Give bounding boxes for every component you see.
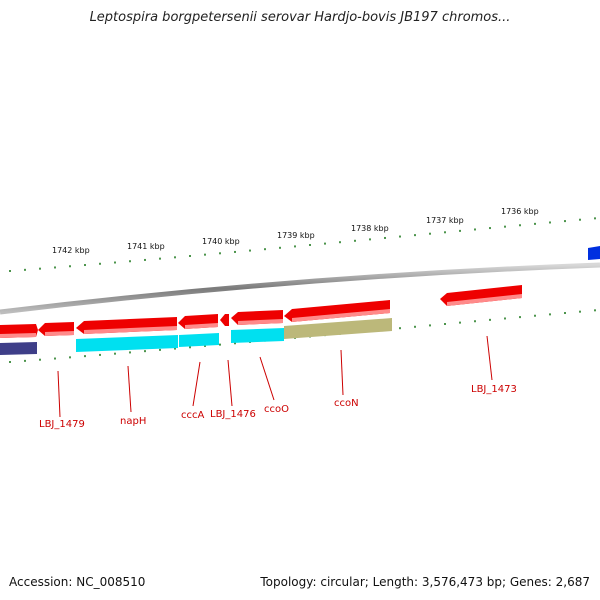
reverse-strand-genes	[0, 285, 522, 338]
kbp-labels: 1742 kbp 1741 kbp 1740 kbp 1739 kbp 1738…	[52, 207, 539, 255]
kbp-label: 1736 kbp	[501, 207, 539, 216]
accession-text: Accession: NC_008510	[9, 575, 146, 589]
kbp-label: 1741 kbp	[127, 242, 165, 251]
gene-box-cyan[interactable]	[231, 328, 284, 343]
gene-label-lbj-1479[interactable]: LBJ_1479	[39, 419, 85, 430]
kbp-label: 1739 kbp	[277, 231, 315, 240]
gene-label-ccon[interactable]: ccoN	[334, 398, 359, 409]
gene-arrow-red[interactable]	[220, 314, 229, 326]
gene-label-naph[interactable]: napH	[120, 416, 146, 427]
gene-shade	[45, 331, 74, 336]
gene-labels: LBJ_1479 napH cccA LBJ_1476 ccoO ccoN LB…	[39, 384, 517, 430]
gene-label-ccca[interactable]: cccA	[181, 410, 204, 421]
gene-label-ccoo[interactable]: ccoO	[264, 404, 289, 415]
gene-shade	[0, 333, 36, 338]
kbp-label: 1737 kbp	[426, 216, 464, 225]
outer-tick-ring	[9, 217, 596, 272]
gene-box-cyan[interactable]	[179, 333, 219, 347]
gene-shade	[292, 309, 390, 322]
gene-shade	[185, 323, 218, 329]
gene-shade	[238, 319, 283, 325]
gene-shade	[84, 326, 177, 334]
gene-box-navy[interactable]	[0, 342, 37, 355]
gene-box-blue[interactable]	[588, 246, 600, 260]
kbp-label: 1738 kbp	[351, 224, 389, 233]
kbp-label: 1740 kbp	[202, 237, 240, 246]
kbp-label: 1742 kbp	[52, 246, 90, 255]
topology-text: Topology: circular; Length: 3,576,473 bp…	[260, 575, 590, 589]
gene-label-lbj-1476[interactable]: LBJ_1476	[210, 409, 256, 420]
chromosome-backbone	[0, 262, 600, 315]
map-title: Leptospira borgpetersenii serovar Hardjo…	[89, 10, 511, 25]
gene-shade	[447, 294, 522, 306]
category-track	[0, 246, 600, 355]
gene-box-cyan[interactable]	[76, 335, 178, 352]
gene-label-lbj-1473[interactable]: LBJ_1473	[471, 384, 517, 395]
gene-box-olive[interactable]	[284, 318, 392, 339]
gene-leader-lines	[57, 335, 493, 418]
